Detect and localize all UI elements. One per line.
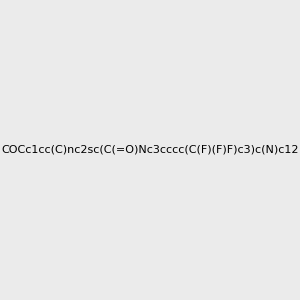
Text: COCc1cc(C)nc2sc(C(=O)Nc3cccc(C(F)(F)F)c3)c(N)c12: COCc1cc(C)nc2sc(C(=O)Nc3cccc(C(F)(F)F)c3… (1, 145, 299, 155)
